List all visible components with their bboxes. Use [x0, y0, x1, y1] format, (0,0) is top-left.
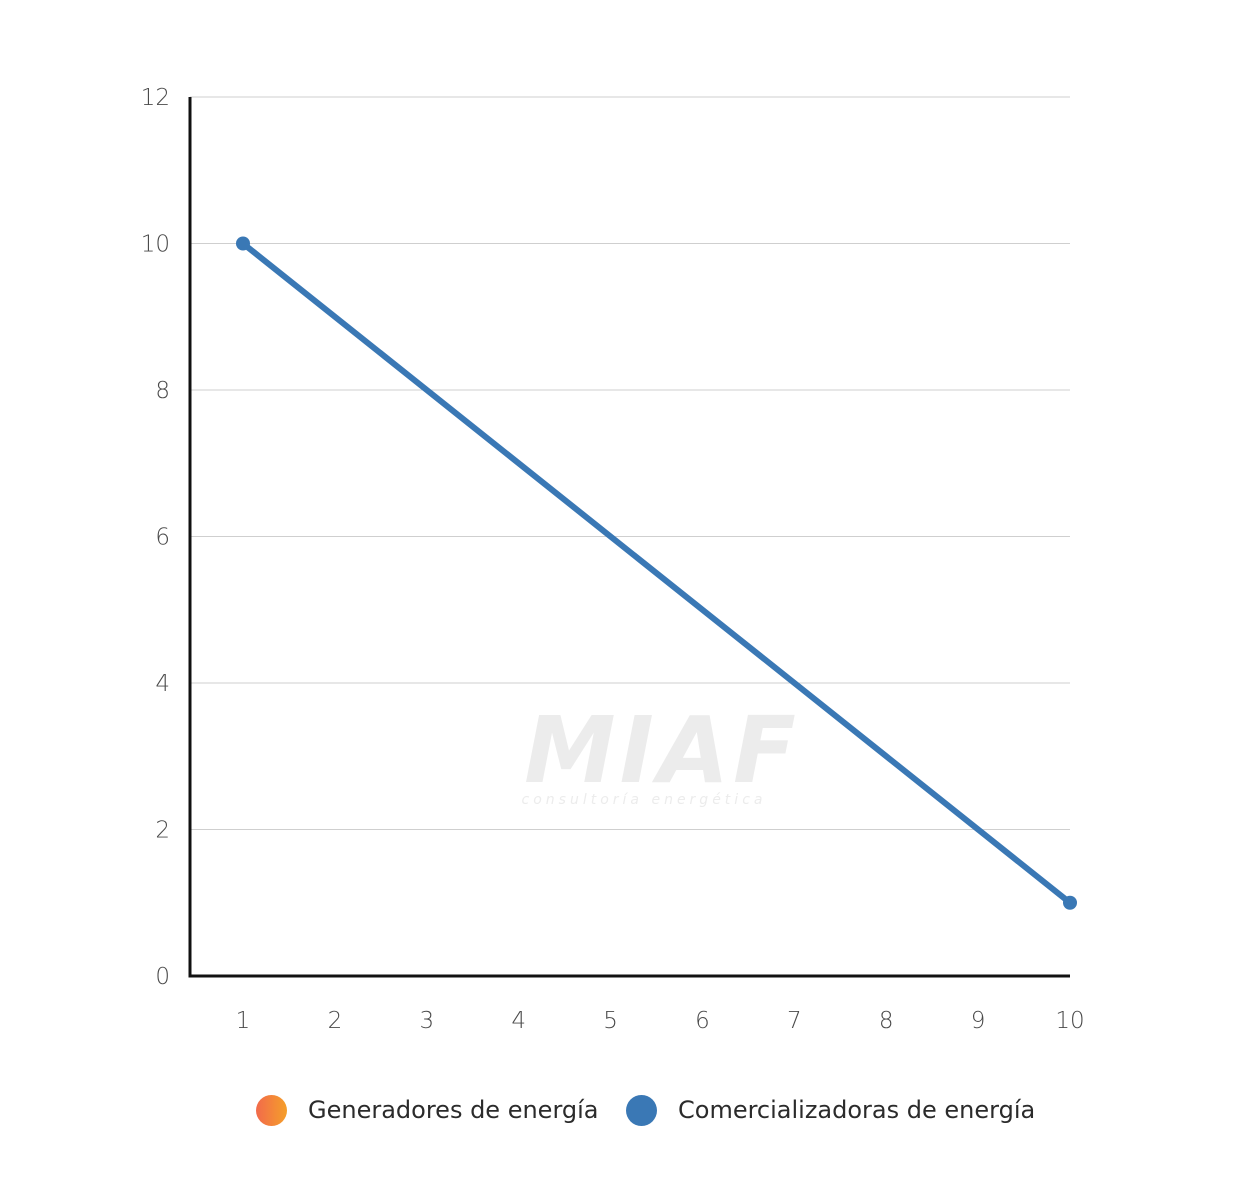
- x-tick-label-6: 6: [695, 1008, 710, 1034]
- legend-item-comercializadoras: Comercializadoras de energía: [626, 1090, 1035, 1130]
- series-line-1: [240, 240, 1073, 906]
- watermark-logo: MIAF consultoría energética: [522, 697, 800, 808]
- x-tick-label-7: 7: [787, 1008, 802, 1034]
- legend-item-generadores: Generadores de energía: [256, 1090, 599, 1130]
- x-tick-label-2: 2: [328, 1008, 343, 1034]
- watermark-tagline: consultoría energética: [522, 792, 767, 808]
- legend: Generadores de energía Comercializadoras…: [0, 1090, 1253, 1130]
- y-tick-label-12: 12: [141, 85, 170, 111]
- x-tick-label-1: 1: [236, 1008, 251, 1034]
- x-tick-label-10: 10: [1055, 1008, 1084, 1034]
- x-tick-label-9: 9: [971, 1008, 986, 1034]
- legend-dot-comercializadoras-icon: [626, 1094, 657, 1126]
- legend-dot-generadores-icon: [256, 1094, 287, 1126]
- legend-label-comercializadoras: Comercializadoras de energía: [678, 1096, 1036, 1124]
- x-tick-label-8: 8: [879, 1008, 894, 1034]
- grid-lines: [190, 96, 1070, 830]
- x-tick-label-5: 5: [603, 1008, 618, 1034]
- y-tick-label-0: 0: [155, 964, 170, 990]
- data-point-1-0: [236, 236, 250, 251]
- y-tick-label-2: 2: [155, 818, 170, 844]
- legend-label-generadores: Generadores de energía: [308, 1096, 599, 1124]
- x-tick-labels: 1 2 3 4 5 6 7 8 9 10: [236, 1008, 1085, 1034]
- y-tick-label-4: 4: [155, 671, 170, 697]
- y-tick-label-8: 8: [155, 378, 170, 404]
- y-tick-label-10: 10: [141, 232, 170, 258]
- y-tick-labels: 0 2 4 6 8 10 12: [141, 85, 170, 990]
- x-tick-label-3: 3: [419, 1008, 434, 1034]
- series: [236, 236, 1077, 910]
- y-tick-label-6: 6: [155, 525, 170, 551]
- x-tick-label-4: 4: [511, 1008, 526, 1034]
- watermark-brand: MIAF: [524, 697, 800, 804]
- axes: [188, 97, 1070, 978]
- data-point-1-1: [1063, 895, 1077, 910]
